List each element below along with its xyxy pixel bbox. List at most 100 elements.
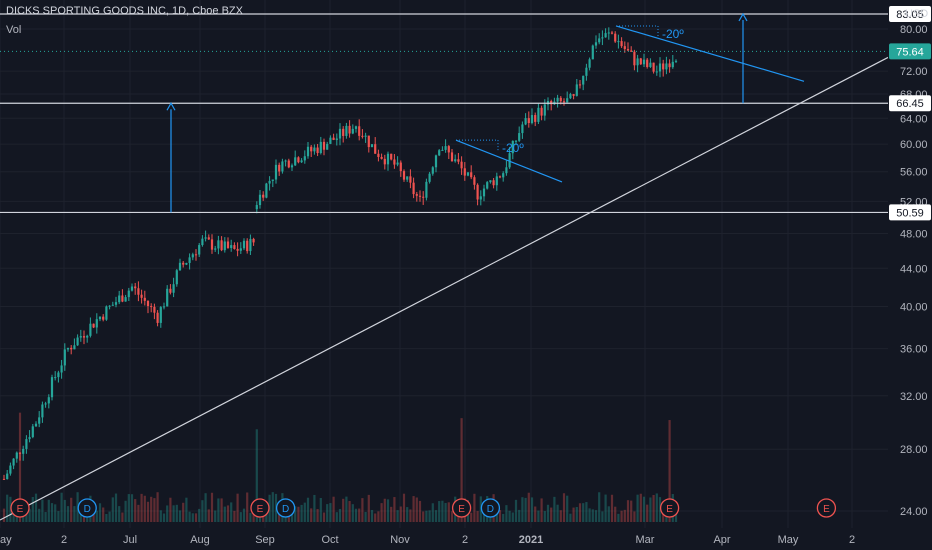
candle-body — [47, 397, 50, 404]
candle-body — [524, 118, 527, 125]
volume-bar — [572, 507, 575, 522]
candle-body — [268, 180, 271, 184]
volume-bar — [569, 513, 572, 522]
volume-bar — [194, 513, 198, 522]
volume-bar — [614, 506, 617, 522]
currency-label[interactable]: USD — [905, 8, 929, 20]
volume-bar — [239, 512, 242, 522]
candle-body — [233, 245, 236, 249]
candle-body — [489, 180, 492, 183]
volume-bar — [425, 510, 428, 522]
candle-body — [380, 156, 383, 159]
candle-body — [585, 67, 588, 76]
candle-body — [582, 75, 585, 85]
volume-bar — [31, 496, 34, 522]
candle-body — [578, 84, 582, 86]
candle-body — [201, 238, 204, 246]
angle-line — [615, 25, 805, 82]
candle-body — [146, 300, 150, 307]
time-axis[interactable] — [0, 528, 932, 550]
candle-body — [338, 128, 342, 139]
volume-bar — [12, 508, 15, 522]
candle-body — [258, 194, 262, 206]
volume-bar — [204, 493, 207, 522]
volume-bar — [310, 508, 313, 522]
candle-body — [370, 144, 374, 148]
volume-bar — [566, 495, 569, 522]
candle-body — [105, 306, 108, 320]
candle-body — [361, 135, 364, 137]
candle-body — [617, 41, 620, 43]
price-tick-label: 56.00 — [900, 167, 928, 179]
candle-body — [50, 377, 54, 398]
volume-bar — [108, 511, 111, 522]
volume-bar — [428, 510, 431, 522]
candle-body — [422, 196, 425, 198]
volume-bar — [70, 497, 73, 522]
volume-bar — [511, 512, 514, 522]
volume-bar — [236, 493, 239, 522]
volume-bar — [354, 508, 358, 522]
candle-body — [610, 32, 614, 34]
candle-body — [351, 128, 354, 134]
candle-body — [543, 104, 546, 116]
dividend-marker — [480, 498, 501, 518]
volume-bar — [668, 420, 671, 522]
candle-body — [642, 59, 646, 65]
volume-bar — [175, 504, 178, 522]
candle-body — [31, 426, 34, 438]
candle-body — [332, 137, 335, 140]
volume-bar — [351, 504, 354, 522]
candle-body — [6, 473, 9, 480]
price-tag — [889, 204, 931, 221]
candle-body — [534, 115, 537, 122]
volume-bar — [438, 501, 441, 522]
candle-body — [92, 323, 95, 328]
volume-bar — [249, 512, 252, 522]
candle-body — [630, 50, 633, 52]
volume-bar — [226, 505, 230, 522]
volume-bar — [18, 412, 22, 522]
candle-body — [671, 61, 674, 68]
volume-bar — [127, 494, 130, 522]
dividend-marker — [77, 498, 97, 518]
candle-body — [521, 124, 524, 134]
time-tick-label: 2 — [61, 534, 67, 546]
volume-bar — [655, 493, 658, 522]
volume-bar — [575, 507, 578, 522]
drawings: -20º -20º — [0, 12, 889, 521]
volume-bar — [617, 513, 620, 522]
volume-bar — [594, 510, 598, 522]
candle-body — [278, 164, 281, 172]
volume-bar — [383, 498, 386, 522]
event-label: E — [17, 504, 24, 515]
candle-body — [319, 141, 322, 154]
volume-bar — [188, 511, 191, 522]
candle-body — [514, 140, 518, 142]
volume-bar — [422, 511, 425, 522]
candle-body — [598, 38, 601, 43]
volume-bar — [214, 510, 217, 522]
candle-body — [614, 33, 617, 42]
candle-body — [262, 194, 265, 198]
candle-body — [604, 33, 607, 38]
time-tick-label: ay — [0, 534, 12, 546]
volume-bar — [271, 492, 274, 522]
candle-body — [303, 156, 306, 161]
volume-bar — [380, 503, 383, 522]
volume-bar — [662, 513, 665, 522]
volume-bar — [415, 497, 418, 522]
volume-bar — [367, 494, 370, 522]
volume-bar — [28, 508, 31, 522]
volume-bar — [230, 502, 233, 522]
price-axis[interactable] — [888, 0, 932, 550]
volume-bar — [534, 506, 537, 522]
candle-body — [476, 184, 479, 200]
volume-bar — [146, 501, 150, 522]
price-tick-label: 40.00 — [900, 301, 928, 313]
candle-body — [326, 143, 329, 150]
volume-bar — [591, 509, 594, 522]
volume-bar — [66, 506, 70, 522]
candle-body — [316, 147, 319, 154]
